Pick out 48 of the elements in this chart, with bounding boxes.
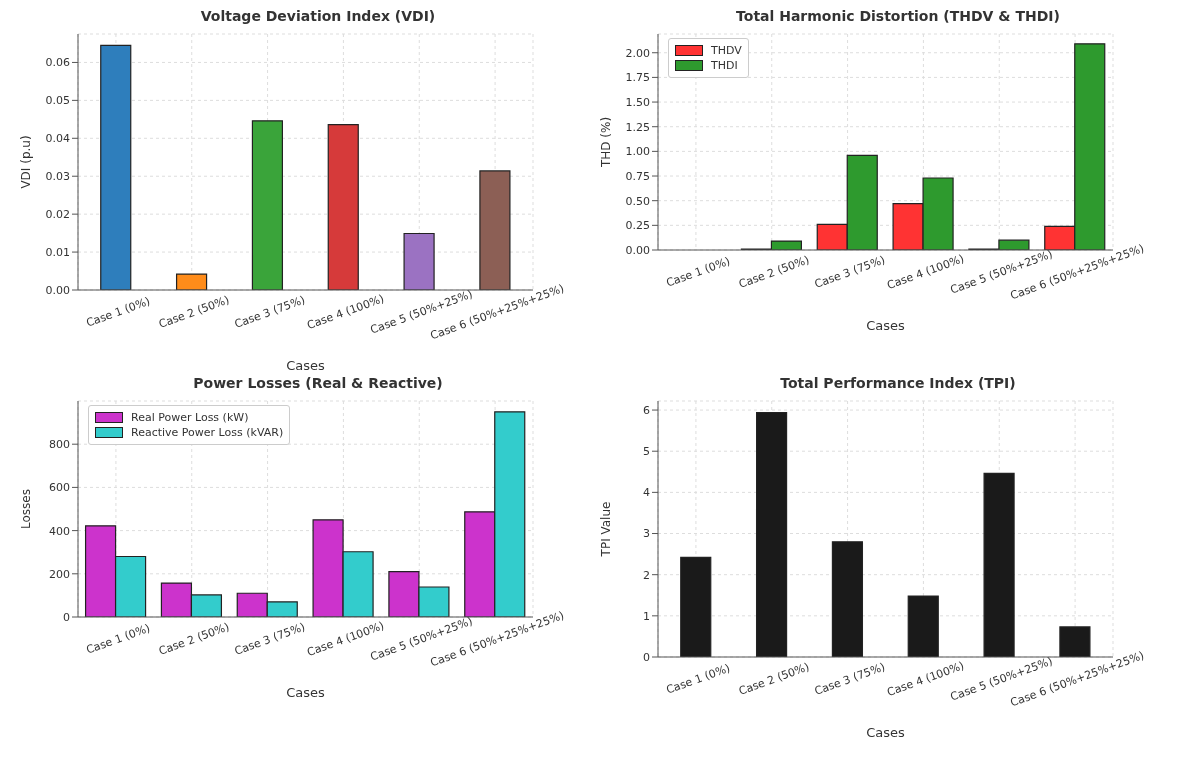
chart-title: Voltage Deviation Index (VDI) bbox=[199, 8, 437, 26]
legend-label: THDI bbox=[711, 59, 738, 72]
y-axis-title: TPI Value bbox=[599, 501, 614, 558]
y-tick-label: 0 bbox=[63, 610, 70, 624]
y-tick-label: 0.25 bbox=[625, 219, 650, 233]
x-axis-title: Cases bbox=[286, 685, 326, 700]
y-tick-label: 6 bbox=[643, 403, 650, 417]
y-tick-label: 0.75 bbox=[625, 169, 650, 183]
x-axis-title: Cases bbox=[866, 318, 906, 333]
y-tick-label: 2.00 bbox=[625, 46, 650, 60]
y-tick-label: 0.50 bbox=[625, 194, 650, 208]
chart-title: Total Performance Index (TPI) bbox=[779, 375, 1017, 393]
y-tick-label: 3 bbox=[643, 527, 650, 541]
y-tick-label: 1.00 bbox=[625, 145, 650, 159]
y-tick-label: 200 bbox=[49, 567, 70, 581]
y-tick-label: 400 bbox=[49, 524, 70, 538]
y-tick-label: 1 bbox=[643, 609, 650, 623]
y-tick-label: 0.00 bbox=[625, 243, 650, 257]
y-tick-label: 0.00 bbox=[45, 283, 70, 297]
legend-label: Reactive Power Loss (kVAR) bbox=[131, 426, 284, 439]
x-axis-title: Cases bbox=[866, 725, 906, 740]
y-axis-title: VDI (p.u) bbox=[19, 135, 34, 189]
y-tick-label: 1.25 bbox=[625, 120, 650, 134]
y-tick-label: 0.02 bbox=[45, 208, 70, 222]
x-tick-label: Case 1 (0%) bbox=[664, 254, 732, 290]
chart-title: Power Losses (Real & Reactive) bbox=[192, 375, 444, 393]
y-axis-title: Losses bbox=[19, 489, 34, 529]
y-tick-label: 2 bbox=[643, 568, 650, 582]
y-tick-label: 0.04 bbox=[45, 132, 70, 146]
y-tick-label: 0.01 bbox=[45, 245, 70, 259]
y-tick-label: 5 bbox=[643, 445, 650, 459]
y-tick-label: 0.05 bbox=[45, 94, 70, 108]
x-tick-label: Case 1 (0%) bbox=[84, 621, 152, 657]
y-tick-label: 0.03 bbox=[45, 170, 70, 184]
y-axis-title: THD (%) bbox=[599, 116, 614, 169]
y-tick-label: 1.50 bbox=[625, 95, 650, 109]
legend-label: Real Power Loss (kW) bbox=[131, 411, 249, 424]
y-tick-label: 0 bbox=[643, 650, 650, 664]
y-tick-label: 4 bbox=[643, 486, 650, 500]
legend-label: THDV bbox=[711, 44, 742, 57]
x-tick-label: Case 1 (0%) bbox=[664, 661, 732, 697]
y-tick-label: 0.06 bbox=[45, 56, 70, 70]
chart-title: Total Harmonic Distortion (THDV & THDI) bbox=[735, 8, 1061, 26]
y-tick-label: 1.75 bbox=[625, 71, 650, 85]
x-tick-label: Case 1 (0%) bbox=[84, 294, 152, 330]
x-axis-title: Cases bbox=[286, 358, 326, 373]
y-tick-label: 800 bbox=[49, 438, 70, 452]
y-tick-label: 600 bbox=[49, 481, 70, 495]
